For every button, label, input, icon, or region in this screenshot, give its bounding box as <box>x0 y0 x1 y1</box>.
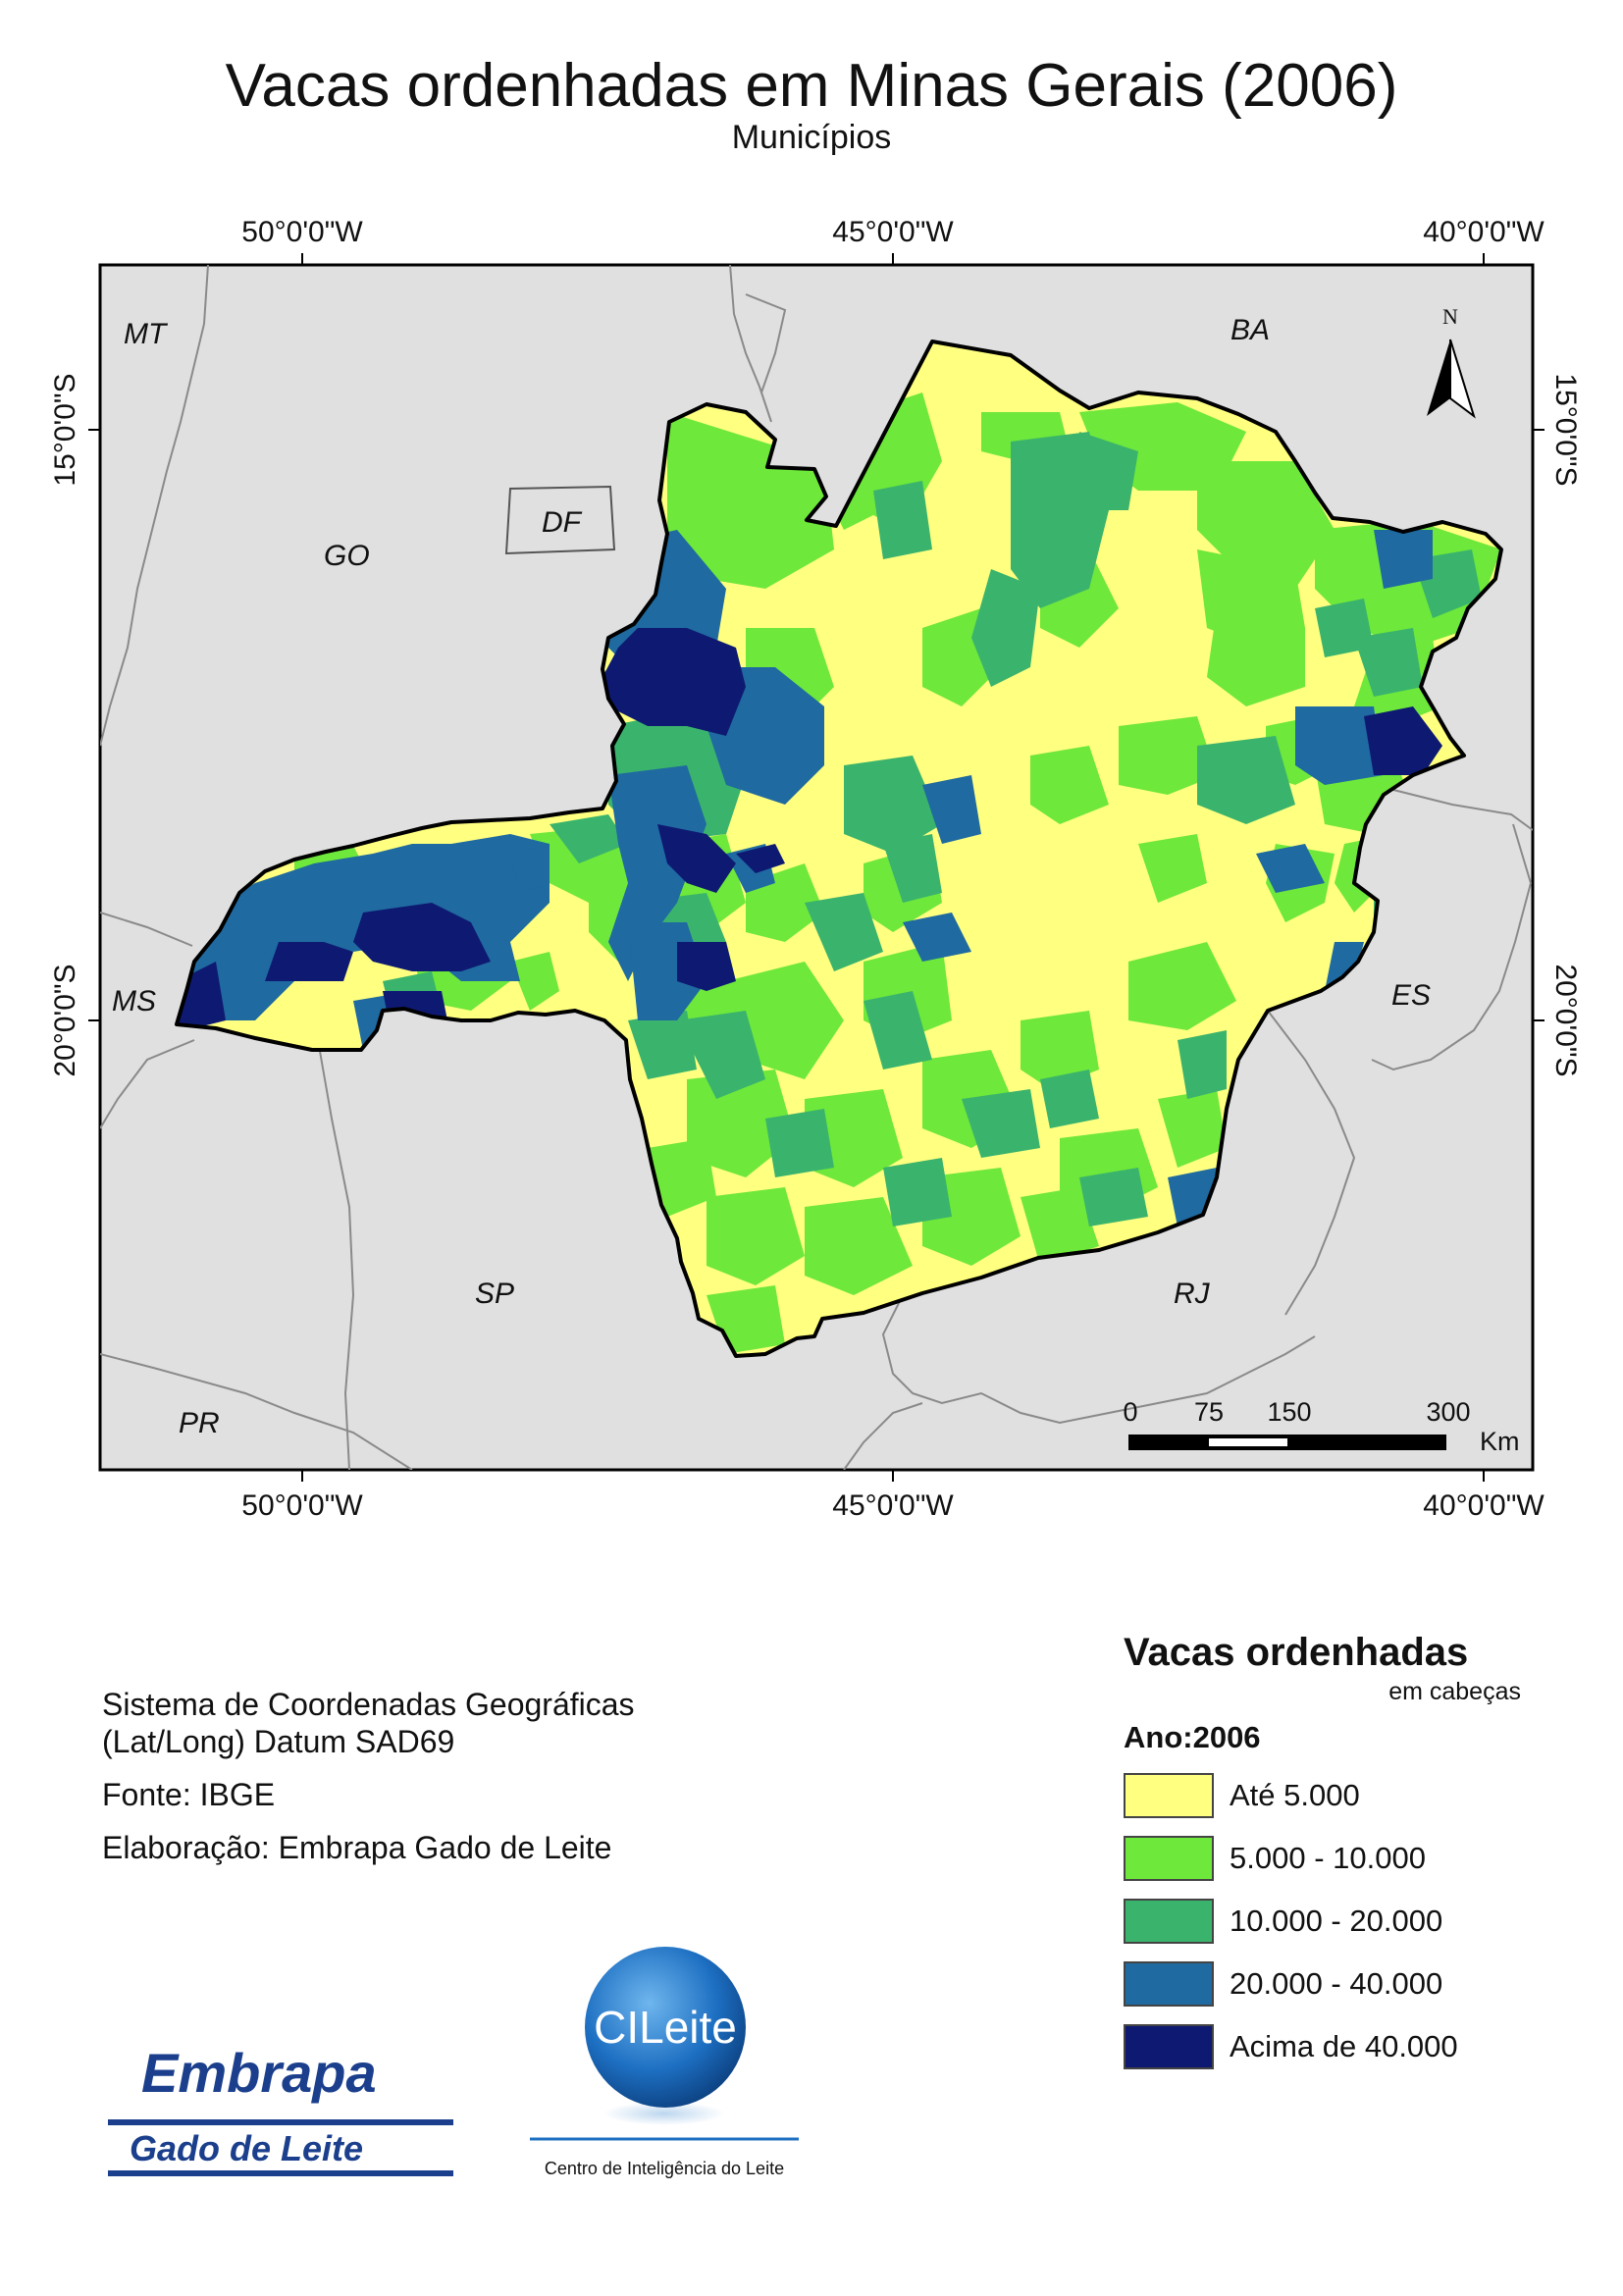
legend-label: Até 5.000 <box>1230 1778 1360 1812</box>
embrapa-logo-name: Embrapa <box>141 2042 377 2104</box>
legend-swatch <box>1124 1773 1214 1818</box>
legend-title: Vacas ordenhadas <box>1124 1631 1469 1674</box>
legend-swatch <box>1124 1899 1214 1944</box>
cileite-logo-name: CILeite <box>594 2002 737 2053</box>
left-latitude-label: 20°0'0"S <box>49 964 81 1076</box>
top-longitude-label: 40°0'0"W <box>1423 216 1544 248</box>
top-longitude-label: 50°0'0"W <box>241 216 363 248</box>
state-label-go: GO <box>324 540 370 572</box>
legend-item: 5.000 - 10.000 <box>1124 1836 1536 1881</box>
top-longitude-label: 45°0'0"W <box>832 216 954 248</box>
embrapa-logo-unit: Gado de Leite <box>130 2128 363 2168</box>
state-label-mt: MT <box>124 318 169 350</box>
neighbor-state-borders <box>100 265 1533 1470</box>
legend-label: 10.000 - 20.000 <box>1230 1904 1443 1938</box>
map-title: Vacas ordenhadas em Minas Gerais (2006) <box>225 52 1398 120</box>
bottom-longitude-label: 50°0'0"W <box>241 1489 363 1522</box>
state-label-rj: RJ <box>1174 1278 1211 1310</box>
legend-item: 10.000 - 20.000 <box>1124 1899 1536 1944</box>
author-line: Elaboração: Embrapa Gado de Leite <box>102 1830 612 1865</box>
scale-bar: 0 75 150 300 Km <box>1123 1397 1519 1456</box>
minas-gerais-outline <box>175 339 1503 1358</box>
datum-line: (Lat/Long) Datum SAD69 <box>102 1724 455 1759</box>
scale-tick-label: 0 <box>1123 1397 1137 1427</box>
state-label-sp: SP <box>475 1278 514 1310</box>
scale-unit-label: Km <box>1480 1427 1520 1456</box>
state-label-pr: PR <box>179 1407 220 1439</box>
north-arrow-label: N <box>1442 304 1458 329</box>
right-latitude-label: 20°0'0"S <box>1549 964 1582 1076</box>
state-label-es: ES <box>1391 979 1431 1012</box>
map-legend: Vacas ordenhadas em cabeças Ano:2006 Até… <box>1124 1629 1536 2069</box>
globe-icon <box>585 1947 746 2108</box>
legend-swatch <box>1124 1961 1214 2007</box>
cileite-logo-caption: Centro de Inteligência do Leite <box>545 2159 784 2178</box>
legend-item: Acima de 40.000 <box>1124 2024 1536 2069</box>
bottom-longitude-label: 40°0'0"W <box>1423 1489 1544 1522</box>
bottom-longitude-label: 45°0'0"W <box>832 1489 954 1522</box>
df-boundary <box>504 485 616 555</box>
legend-unit: em cabeças <box>1388 1678 1521 1705</box>
legend-item: Até 5.000 <box>1124 1773 1536 1818</box>
legend-item: 20.000 - 40.000 <box>1124 1961 1536 2007</box>
map-credits: Sistema de Coordenadas Geográficas (Lat/… <box>102 1686 635 1866</box>
legend-swatch <box>1124 2024 1214 2069</box>
map-subtitle: Municípios <box>731 119 892 156</box>
legend-year: Ano:2006 <box>1124 1720 1261 1754</box>
right-latitude-label: 15°0'0"S <box>1549 373 1582 486</box>
legend-label: 5.000 - 10.000 <box>1230 1841 1426 1875</box>
state-label-ms: MS <box>112 985 156 1018</box>
scale-tick-label: 300 <box>1426 1397 1470 1427</box>
embrapa-logo: Embrapa Gado de Leite <box>106 2023 455 2180</box>
legend-swatch <box>1124 1836 1214 1881</box>
source-line: Fonte: IBGE <box>102 1777 276 1812</box>
graticule-ticks <box>88 253 1544 1482</box>
cileite-logo: CILeite Centro de Inteligência do Leite <box>530 1947 799 2178</box>
state-label-df: DF <box>542 506 583 539</box>
state-label-ba: BA <box>1230 314 1270 346</box>
map-figure: 50°0'0"W 45°0'0"W 40°0'0"W 50°0'0"W 45°0… <box>49 216 1582 1522</box>
scale-tick-label: 150 <box>1267 1397 1311 1427</box>
coordinate-system-line: Sistema de Coordenadas Geográficas <box>102 1687 635 1722</box>
legend-label: Acima de 40.000 <box>1230 2029 1458 2063</box>
legend-label: 20.000 - 40.000 <box>1230 1966 1443 2001</box>
left-latitude-label: 15°0'0"S <box>49 373 81 486</box>
scale-tick-label: 75 <box>1194 1397 1224 1427</box>
north-arrow-icon <box>1427 339 1476 419</box>
